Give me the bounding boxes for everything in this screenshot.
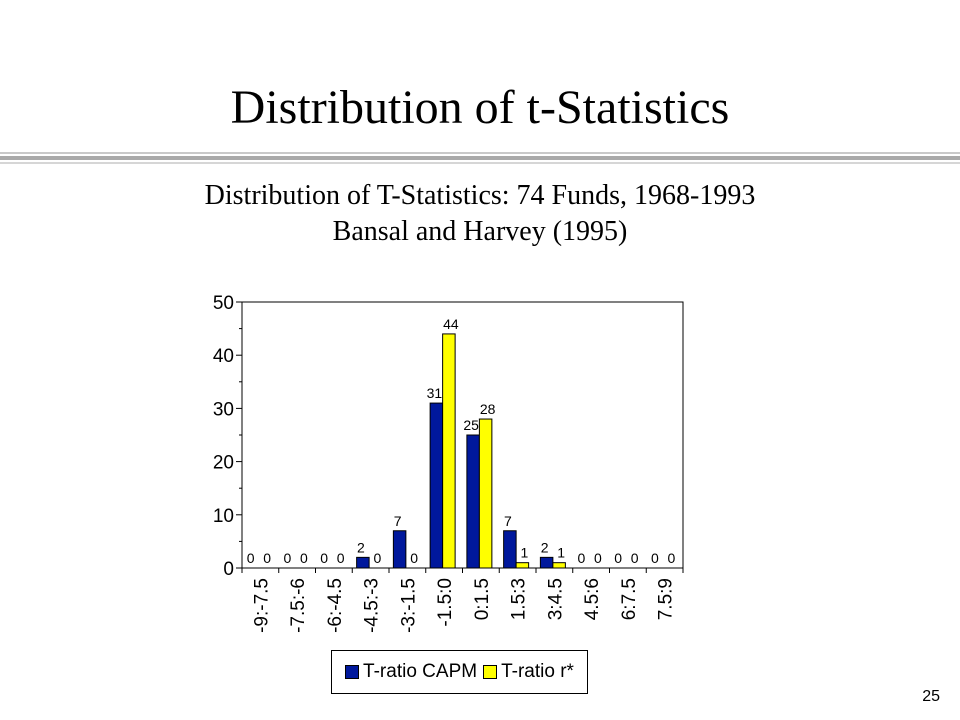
x-tick-label: -3:-1.5 (398, 578, 419, 633)
y-tick-label: 30 (213, 399, 234, 420)
bar-rstar (442, 333, 456, 569)
data-label-rstar: 0 (594, 550, 602, 566)
bar-capm (429, 402, 444, 569)
data-label-rstar: 44 (443, 316, 459, 332)
x-tick-label: 6:7.5 (619, 578, 640, 620)
y-tick-label: 20 (213, 453, 234, 474)
legend-swatch-rstar (483, 665, 498, 679)
data-label-capm: 2 (357, 539, 365, 555)
x-tick-label: -1.5:0 (435, 578, 456, 627)
bar-capm (466, 434, 480, 569)
slide-title: Distribution of t-Statistics (230, 81, 730, 134)
bar-capm (539, 556, 554, 569)
data-label-capm: 0 (320, 550, 328, 566)
y-tick-label: 50 (213, 293, 234, 314)
data-label-capm: 2 (541, 539, 549, 555)
title-divider-bottom (0, 162, 960, 164)
title-divider-top (0, 152, 960, 154)
x-tick-label: 4.5:6 (582, 578, 603, 620)
data-label-capm: 0 (247, 550, 255, 566)
y-tick-label: 0 (223, 559, 234, 580)
chart-legend: T-ratio CAPM T-ratio r* (331, 650, 588, 694)
x-tick-label: 3:4.5 (545, 578, 566, 620)
x-tick-label: -6:-4.5 (325, 578, 346, 633)
plot-area (241, 301, 684, 569)
data-label-rstar: 0 (337, 550, 345, 566)
data-label-rstar: 1 (557, 545, 565, 561)
legend-label-capm: T-ratio CAPM (363, 661, 478, 682)
y-tick-label: 40 (213, 346, 234, 367)
data-label-rstar: 1 (520, 545, 528, 561)
data-label-capm: 0 (577, 550, 585, 566)
data-label-rstar: 0 (373, 550, 381, 566)
chart-title: Distribution of T-Statistics: 74 Funds, … (204, 180, 756, 211)
data-label-capm: 7 (504, 513, 512, 529)
bar-rstar (552, 562, 566, 569)
bar-capm (356, 556, 370, 569)
y-tick-label: 10 (213, 506, 234, 527)
x-tick-label: 7.5:9 (656, 578, 677, 620)
data-label-capm: 0 (283, 550, 291, 566)
x-tick-label: -4.5:-3 (362, 578, 383, 633)
bar-rstar (478, 418, 493, 569)
data-label-rstar: 0 (300, 550, 308, 566)
bar-capm (503, 530, 517, 569)
data-label-capm: 31 (427, 385, 443, 401)
chart-subtitle: Bansal and Harvey (1995) (332, 216, 628, 247)
page-number: 25 (922, 688, 940, 705)
data-label-capm: 7 (394, 513, 402, 529)
data-label-rstar: 0 (667, 550, 675, 566)
data-label-capm: 25 (463, 417, 479, 433)
data-label-rstar: 28 (480, 401, 496, 417)
legend-item-capm: T-ratio CAPM (345, 661, 477, 683)
bar-rstar (515, 562, 530, 569)
data-label-rstar: 0 (410, 550, 418, 566)
x-tick-label: -9:-7.5 (251, 578, 272, 633)
x-tick-label: -7.5:-6 (288, 578, 309, 633)
bar-capm (392, 530, 407, 569)
legend-swatch-capm (345, 665, 360, 679)
data-label-capm: 0 (651, 550, 659, 566)
data-label-rstar: 0 (263, 550, 271, 566)
legend-item-rstar: T-ratio r* (483, 661, 574, 683)
x-tick-label: 1.5:3 (509, 578, 530, 620)
legend-label-rstar: T-ratio r* (501, 661, 574, 682)
x-tick-label: 0:1.5 (472, 578, 493, 620)
title-divider-middle (0, 156, 960, 160)
data-label-rstar: 0 (631, 550, 639, 566)
data-label-capm: 0 (614, 550, 622, 566)
